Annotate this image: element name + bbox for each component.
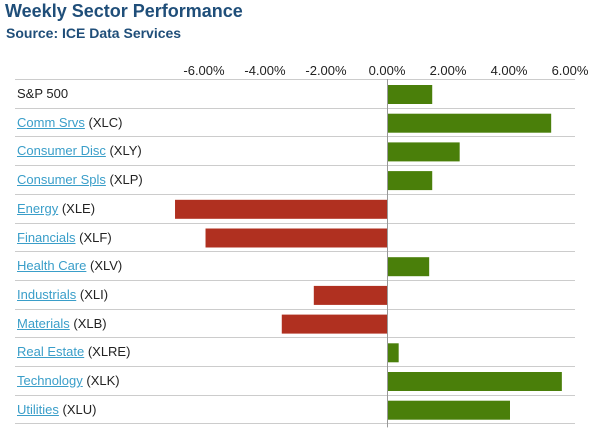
bars: [175, 85, 562, 420]
bar: [388, 400, 510, 420]
row-label: Technology (XLK): [17, 372, 120, 390]
row-label: Financials (XLF): [17, 229, 112, 247]
x-tick-label: 4.00%: [491, 63, 528, 78]
sector-link[interactable]: Real Estate: [17, 344, 85, 360]
bar: [281, 314, 387, 334]
row-label: Consumer Disc (XLY): [17, 142, 142, 160]
bar: [313, 285, 387, 305]
row-label: Energy (XLE): [17, 200, 95, 218]
row-label: Materials (XLB): [17, 315, 107, 333]
bar: [388, 113, 552, 133]
sector-ticker: (XLF): [75, 229, 112, 245]
sector-ticker: (XLK): [82, 373, 120, 388]
bar: [175, 199, 387, 219]
bar: [388, 257, 430, 277]
row-label: S&P 500: [17, 85, 68, 103]
sector-link[interactable]: Health Care: [17, 258, 87, 274]
row-label: Real Estate (XLRE): [17, 343, 130, 361]
sector-ticker: (XLRE): [84, 344, 131, 360]
sector-ticker: (XLY): [105, 143, 142, 159]
sector-ticker: (XLE): [58, 200, 96, 216]
sector-ticker: (XLC): [84, 114, 123, 130]
x-tick-label: 0.00%: [369, 63, 406, 78]
bar: [388, 372, 562, 391]
sector-link[interactable]: Financials: [17, 229, 76, 245]
sector-link[interactable]: Technology: [17, 373, 83, 388]
x-tick-label: 6.00%: [552, 63, 589, 78]
bar: [388, 171, 433, 191]
bar: [388, 142, 460, 162]
sector-link[interactable]: Consumer Spls: [17, 172, 106, 188]
index-label: S&P 500: [17, 86, 69, 101]
sector-link[interactable]: Utilities: [17, 401, 59, 417]
sector-ticker: (XLB): [69, 315, 107, 331]
row-separators: [15, 79, 575, 424]
sector-link[interactable]: Consumer Disc: [17, 143, 106, 159]
row-label: Utilities (XLU): [17, 401, 96, 419]
x-tick-label: -4.00%: [244, 63, 286, 78]
row-label: Consumer Spls (XLP): [17, 171, 143, 189]
bar: [205, 228, 387, 248]
sector-ticker: (XLI): [76, 286, 109, 302]
chart-subtitle: Source: ICE Data Services: [6, 25, 182, 41]
row-label: Comm Srvs (XLC): [17, 114, 122, 132]
sector-ticker: (XLV): [86, 258, 123, 274]
bar: [388, 343, 399, 363]
row-label: Industrials (XLI): [17, 286, 108, 304]
sector-link[interactable]: Industrials: [17, 286, 77, 302]
x-tick-label: 2.00%: [430, 63, 467, 78]
chart-title: Weekly Sector Performance: [5, 1, 243, 21]
sector-ticker: (XLU): [58, 401, 97, 417]
x-tick-label: -6.00%: [183, 63, 225, 78]
row-label: Health Care (XLV): [17, 257, 122, 275]
x-axis-ticks: -6.00% -4.00% -2.00% 0.00% 2.00% 4.00% 6.00%: [183, 63, 588, 78]
sector-link[interactable]: Energy: [17, 200, 59, 216]
sector-link[interactable]: Materials: [17, 315, 70, 331]
sector-link[interactable]: Comm Srvs: [17, 114, 85, 130]
sector-ticker: (XLP): [105, 172, 143, 188]
bar: [388, 85, 433, 104]
x-tick-label: -2.00%: [305, 63, 347, 78]
